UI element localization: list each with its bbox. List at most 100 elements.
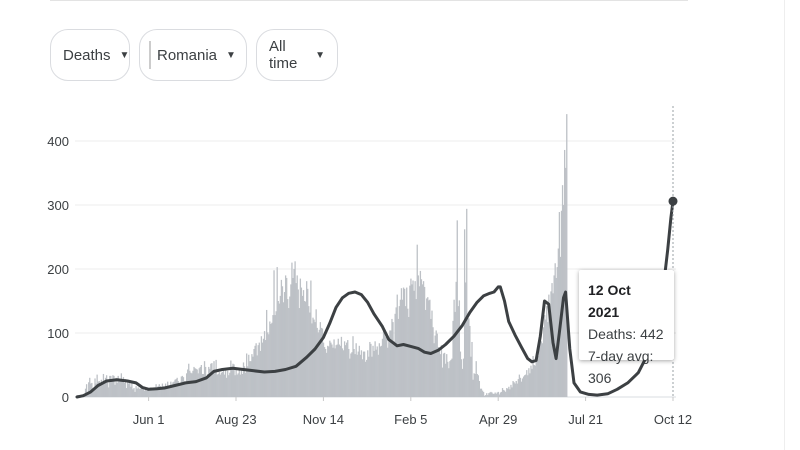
daily-bar xyxy=(395,307,397,397)
daily-bar xyxy=(486,393,488,397)
daily-bar xyxy=(294,261,296,397)
daily-bar xyxy=(479,388,482,397)
daily-bar xyxy=(273,270,275,397)
daily-bar xyxy=(223,374,226,397)
daily-bar xyxy=(140,387,143,397)
daily-bar xyxy=(260,336,263,397)
daily-bar xyxy=(437,347,439,397)
daily-bar xyxy=(240,368,243,397)
daily-bar xyxy=(400,288,403,397)
daily-bar xyxy=(272,315,274,397)
daily-bar xyxy=(383,332,386,397)
daily-bar xyxy=(418,286,420,397)
daily-bar xyxy=(172,382,174,397)
daily-bar xyxy=(256,355,258,397)
daily-bar xyxy=(331,344,333,397)
daily-bar xyxy=(334,348,336,397)
daily-bar xyxy=(371,356,373,397)
daily-bar xyxy=(366,359,368,397)
daily-bar xyxy=(359,354,362,397)
daily-bar xyxy=(212,372,214,397)
daily-bar xyxy=(461,368,464,397)
x-axis-ticks: Jun 1 Aug 23 Nov 14 Feb 5 Apr 29 Jul 21 Oct 12 xyxy=(133,397,692,427)
daily-bar xyxy=(160,388,163,397)
daily-bar xyxy=(514,383,516,397)
daily-bar xyxy=(370,343,372,397)
daily-bar xyxy=(283,292,286,397)
daily-bar xyxy=(250,361,252,397)
daily-bar xyxy=(174,379,176,397)
daily-bar xyxy=(519,377,522,397)
daily-bar xyxy=(521,378,524,397)
daily-bar xyxy=(241,373,244,397)
daily-bar xyxy=(141,387,144,397)
daily-bar xyxy=(457,306,459,397)
daily-bar xyxy=(386,336,388,397)
daily-bar xyxy=(119,379,121,397)
daily-bar xyxy=(291,262,293,397)
daily-bar xyxy=(144,387,147,397)
daily-bar xyxy=(421,284,424,397)
daily-bar xyxy=(365,361,367,397)
daily-bar xyxy=(248,354,250,397)
metric-dropdown[interactable]: Deaths ▼ xyxy=(50,29,130,81)
daily-bar xyxy=(540,341,543,397)
daily-bar xyxy=(184,382,187,397)
daily-bar xyxy=(113,375,115,397)
period-dropdown[interactable]: All time ▼ xyxy=(256,29,338,81)
daily-bar xyxy=(347,340,349,397)
daily-bar xyxy=(408,317,410,397)
daily-bar xyxy=(401,299,404,397)
daily-bar xyxy=(279,295,281,397)
daily-bar xyxy=(545,319,547,397)
daily-bar xyxy=(110,375,112,397)
daily-bar xyxy=(237,373,239,397)
daily-bar xyxy=(493,393,495,397)
daily-bar xyxy=(368,356,370,397)
daily-bar xyxy=(287,299,289,397)
daily-bar xyxy=(355,343,357,397)
daily-bar xyxy=(436,333,438,397)
seven-day-average xyxy=(75,199,675,399)
daily-bar xyxy=(564,149,566,397)
daily-bar xyxy=(226,377,228,397)
daily-bars xyxy=(76,114,568,398)
daily-bar xyxy=(239,374,241,397)
daily-bar xyxy=(169,385,171,397)
daily-bar xyxy=(290,284,292,397)
location-dropdown[interactable]: Romania ▼ xyxy=(139,29,247,81)
daily-bar xyxy=(496,392,498,397)
daily-bar xyxy=(271,322,273,397)
daily-bar xyxy=(443,352,446,397)
daily-bar xyxy=(156,389,158,397)
daily-bar xyxy=(185,373,188,397)
daily-bar xyxy=(108,387,110,397)
location-dropdown-label: Romania xyxy=(157,46,218,64)
daily-bar xyxy=(191,373,193,397)
hover-marker xyxy=(668,106,678,397)
daily-bar xyxy=(374,341,376,397)
hover-point xyxy=(668,196,678,206)
daily-bar xyxy=(475,361,477,397)
daily-bar xyxy=(380,345,383,397)
daily-bar xyxy=(266,309,268,397)
daily-bar xyxy=(357,351,359,397)
daily-bar xyxy=(532,356,534,397)
daily-bar xyxy=(215,359,217,397)
daily-bar xyxy=(88,382,90,397)
daily-bar xyxy=(281,286,284,397)
daily-bar xyxy=(528,368,530,397)
daily-bar xyxy=(498,394,501,397)
daily-bar xyxy=(114,384,116,397)
daily-bar xyxy=(120,373,122,397)
daily-bar xyxy=(399,299,402,397)
daily-bar xyxy=(537,356,539,397)
daily-bar xyxy=(517,379,519,397)
daily-bar xyxy=(328,346,330,397)
daily-bar xyxy=(373,350,375,397)
daily-bar xyxy=(518,374,521,397)
daily-bar xyxy=(302,290,305,397)
daily-bar xyxy=(332,347,334,397)
daily-bar xyxy=(462,358,465,397)
